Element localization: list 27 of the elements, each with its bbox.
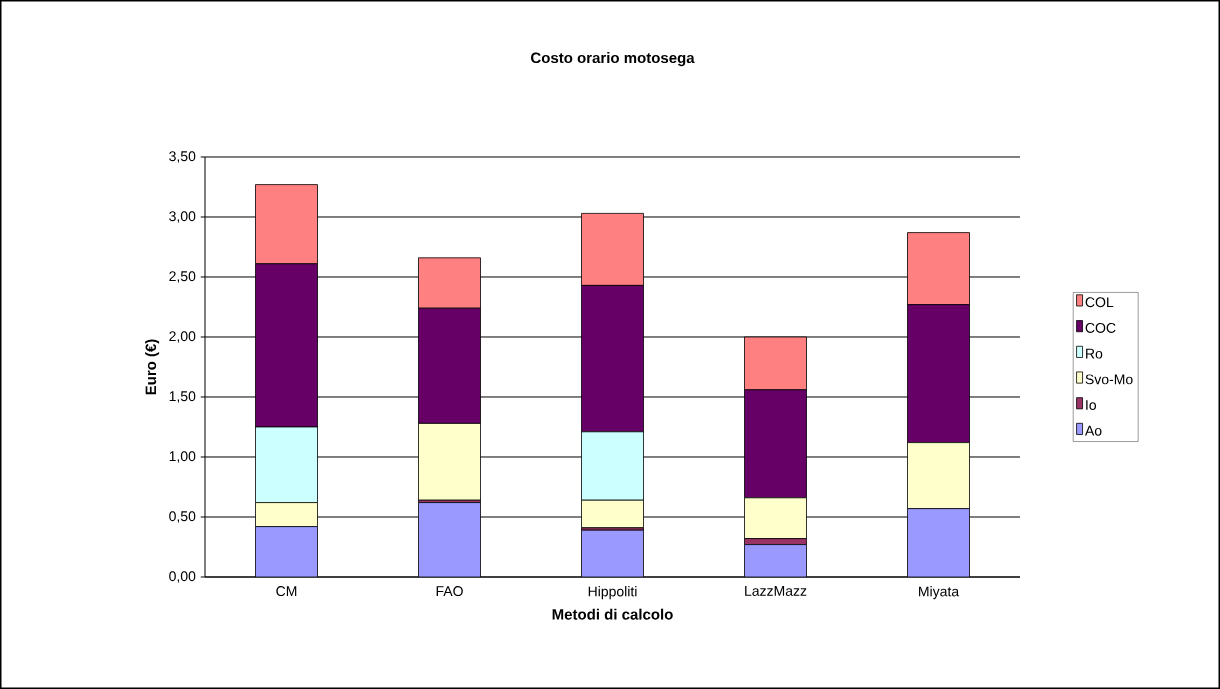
y-tick-label: 1,00 — [169, 451, 196, 463]
bar — [907, 508, 970, 577]
y-tick-label: 2,00 — [169, 331, 196, 343]
legend-label: COL — [1085, 297, 1114, 308]
x-tick-label: CM — [276, 586, 297, 597]
legend-label: Svo-Mo — [1085, 374, 1133, 385]
chart-title: Costo orario motosega — [531, 52, 695, 67]
x-tick-label: LazzMazz — [745, 586, 807, 596]
y-tick-label: 3,50 — [169, 151, 196, 163]
bar — [418, 502, 481, 577]
legend-label: Ro — [1086, 348, 1103, 359]
x-tick-label: Hippoliti — [588, 586, 637, 600]
x-tick-label: Miyata — [919, 586, 960, 600]
bar — [581, 529, 644, 577]
legend-label: COC — [1085, 323, 1116, 333]
legend-label: Ao — [1084, 425, 1102, 436]
x-axis-title: Metodi di calcolo — [552, 608, 673, 620]
x-tick-label: FAO — [436, 586, 463, 597]
bar — [255, 526, 318, 577]
y-tick-label: 2,50 — [169, 271, 196, 283]
bar — [744, 544, 807, 577]
legend-label: Io — [1086, 400, 1097, 410]
y-tick-label: 0,50 — [169, 511, 196, 523]
y-tick-label: 0,00 — [169, 571, 196, 583]
y-tick-label: 1,50 — [169, 391, 196, 403]
y-tick-label: 3,00 — [169, 211, 196, 223]
y-axis-title: Euro (€) — [145, 339, 160, 395]
